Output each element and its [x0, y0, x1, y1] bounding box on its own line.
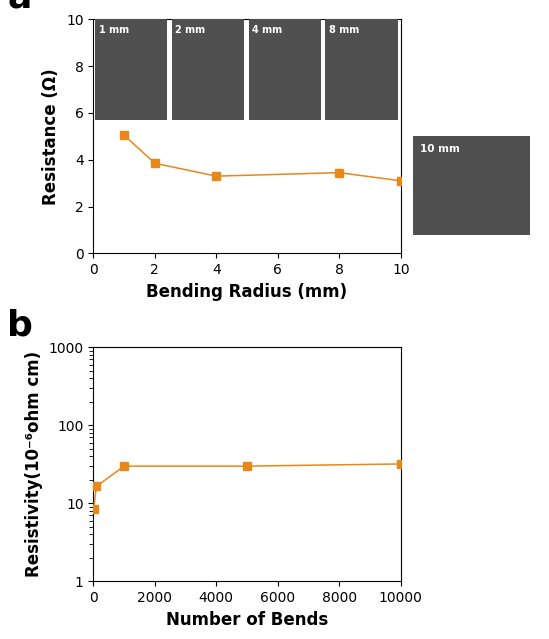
- Y-axis label: Resistivity(10⁻⁶ohm cm): Resistivity(10⁻⁶ohm cm): [25, 351, 43, 578]
- Bar: [326, 19, 397, 120]
- Bar: [249, 19, 321, 120]
- Bar: [172, 19, 244, 120]
- Text: 8 mm: 8 mm: [329, 25, 360, 35]
- Text: b: b: [7, 309, 33, 343]
- Text: 2 mm: 2 mm: [176, 25, 205, 35]
- X-axis label: Number of Bends: Number of Bends: [166, 611, 328, 629]
- Text: 1 mm: 1 mm: [99, 25, 128, 35]
- Y-axis label: Resistance (Ω): Resistance (Ω): [42, 68, 60, 204]
- Bar: [95, 19, 167, 120]
- Text: a: a: [7, 0, 32, 15]
- X-axis label: Bending Radius (mm): Bending Radius (mm): [147, 282, 348, 301]
- Text: 4 mm: 4 mm: [253, 25, 282, 35]
